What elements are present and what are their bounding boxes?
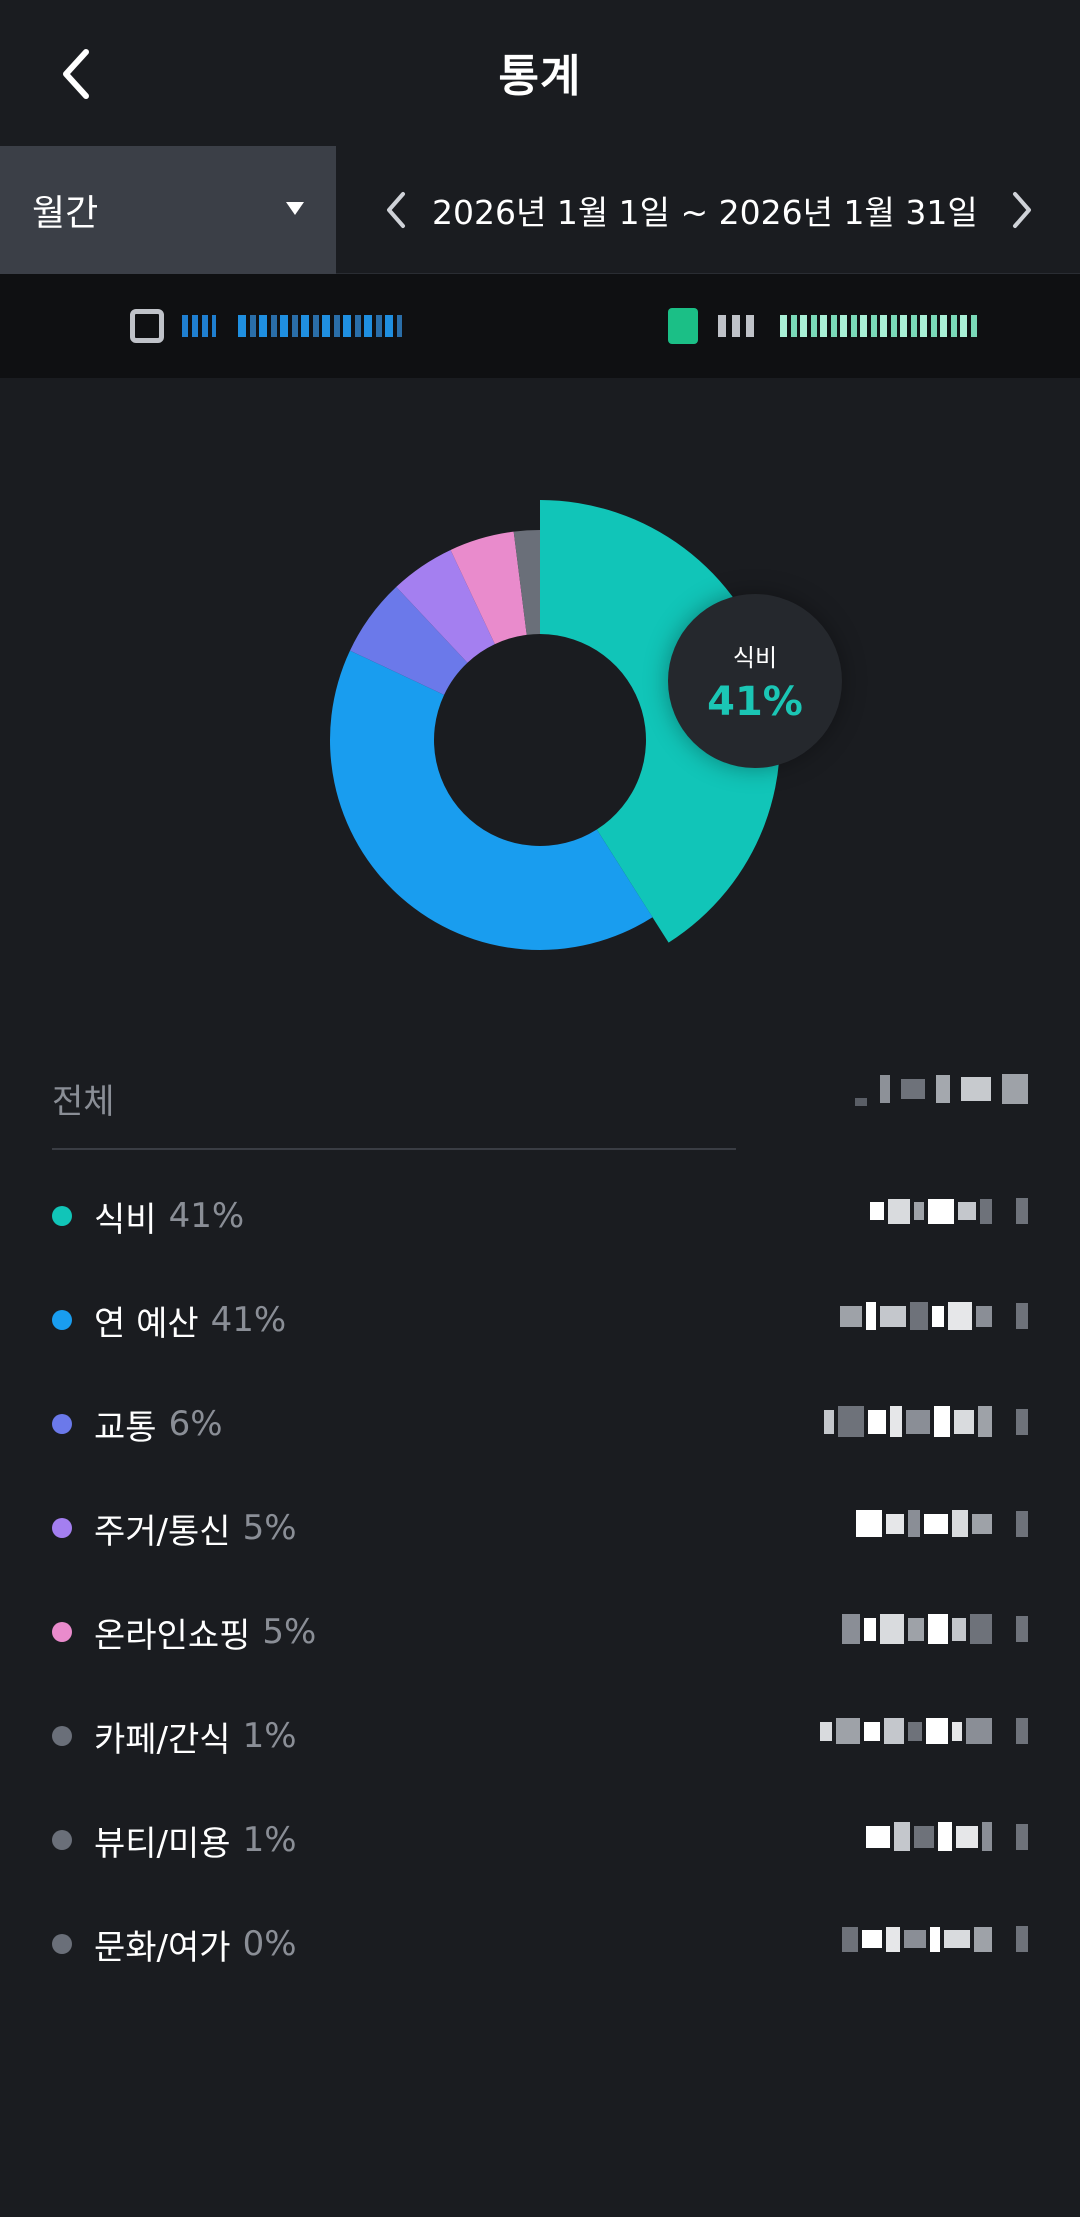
color-dot-icon (52, 1830, 72, 1850)
category-row[interactable]: 카페/간식 1% (52, 1696, 1028, 1776)
page-title: 통계 (498, 51, 582, 102)
category-percent: 1% (242, 1716, 297, 1756)
category-amount-redacted (836, 1302, 1028, 1342)
category-row[interactable]: 온라인쇼핑 5% (52, 1592, 1028, 1672)
category-name: 온라인쇼핑 (94, 1615, 251, 1656)
donut-slice-2 (330, 650, 653, 951)
total-label: 전체 (52, 1082, 115, 1122)
category-amount-redacted (862, 1822, 1028, 1862)
color-dot-icon (52, 1726, 72, 1746)
back-button[interactable] (40, 34, 112, 114)
highlight-bubble: 식비 41% (668, 594, 842, 768)
category-row[interactable]: 주거/통신 5% (52, 1488, 1028, 1568)
category-name: 카페/간식 (94, 1719, 231, 1760)
category-amount-redacted (820, 1406, 1028, 1446)
highlight-label: 식비 (732, 643, 778, 672)
category-percent: 0% (242, 1924, 297, 1964)
category-name: 교통 (94, 1407, 157, 1448)
category-row[interactable]: 식비 41% (52, 1176, 1028, 1256)
category-name: 주거/통신 (94, 1511, 231, 1552)
summary-expense-redacted (130, 304, 402, 348)
summary-income-redacted (668, 304, 980, 348)
chevron-right-icon (1013, 192, 1031, 228)
category-name: 뷰티/미용 (94, 1823, 231, 1864)
next-period-button[interactable] (992, 180, 1052, 240)
category-percent: 1% (242, 1820, 297, 1860)
color-dot-icon (52, 1310, 72, 1330)
period-dropdown[interactable]: 월간 (0, 146, 336, 274)
category-row[interactable]: 연 예산 41% (52, 1280, 1028, 1360)
caret-down-icon (286, 202, 304, 215)
category-name: 식비 (94, 1199, 157, 1240)
category-name: 문화/여가 (94, 1927, 231, 1968)
category-amount-redacted (866, 1198, 1028, 1238)
summary-strip (0, 274, 1080, 378)
color-dot-icon (52, 1206, 72, 1226)
category-percent: 41% (168, 1196, 245, 1236)
period-bar: 월간 2026년 1월 1일 ~ 2026년 1월 31일 (0, 146, 1080, 274)
total-amount-redacted (854, 1072, 1028, 1112)
chevron-left-icon (387, 192, 405, 228)
period-dropdown-label: 월간 (32, 193, 99, 234)
category-percent: 5% (262, 1612, 317, 1652)
header: 통계 (0, 0, 1080, 146)
total-row: 전체 (52, 1060, 1028, 1150)
donut-slice-5 (450, 531, 527, 645)
category-row[interactable]: 뷰티/미용 1% (52, 1800, 1028, 1880)
category-percent: 41% (210, 1300, 287, 1340)
donut-slice-4 (396, 549, 495, 663)
category-donut-chart (0, 460, 1080, 980)
donut-slice-3 (349, 586, 468, 695)
previous-period-button[interactable] (366, 180, 426, 240)
category-amount-redacted (838, 1926, 1028, 1966)
chevron-left-icon (63, 49, 89, 99)
date-range: 2026년 1월 1일 ~ 2026년 1월 31일 (432, 193, 978, 232)
color-dot-icon (52, 1414, 72, 1434)
category-amount-redacted (816, 1718, 1028, 1758)
category-percent: 5% (242, 1508, 297, 1548)
category-row[interactable]: 문화/여가 0% (52, 1904, 1028, 1984)
highlight-value: 41% (707, 678, 803, 725)
color-dot-icon (52, 1934, 72, 1954)
category-row[interactable]: 교통 6% (52, 1384, 1028, 1464)
category-name: 연 예산 (94, 1303, 199, 1344)
category-amount-redacted (838, 1614, 1028, 1654)
divider (52, 1148, 736, 1150)
color-dot-icon (52, 1518, 72, 1538)
color-dot-icon (52, 1622, 72, 1642)
category-amount-redacted (852, 1510, 1028, 1550)
category-percent: 6% (168, 1404, 223, 1444)
donut-slice-6 (513, 530, 540, 635)
